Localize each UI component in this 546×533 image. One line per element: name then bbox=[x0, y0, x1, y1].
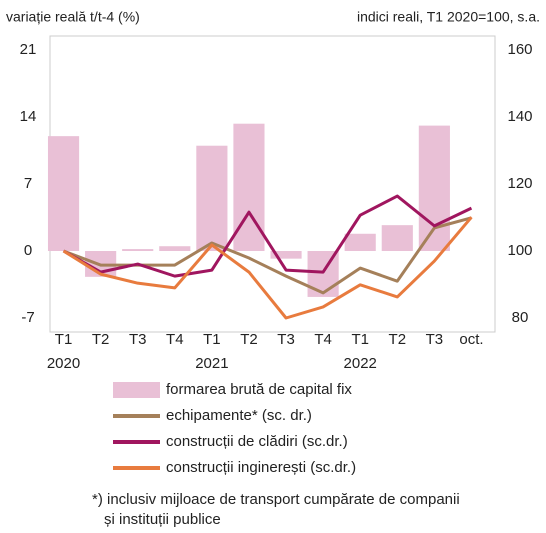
legend-swatch bbox=[113, 382, 160, 398]
bar bbox=[270, 251, 302, 259]
year-label: 2021 bbox=[195, 355, 228, 372]
line bbox=[62, 194, 473, 278]
right-axis-label: indici reali, T1 2020=100, s.a. bbox=[357, 9, 540, 25]
x-tick-label: T4 bbox=[166, 331, 184, 348]
x-tick-label: T3 bbox=[277, 331, 295, 348]
footnote: *) inclusiv mijloace de transport cumpăr… bbox=[92, 491, 460, 508]
year-label: 2022 bbox=[344, 355, 377, 372]
x-tick-label: T2 bbox=[240, 331, 258, 348]
left-axis-label: variație reală t/t-4 (%) bbox=[6, 9, 140, 25]
y2-tick-label: 140 bbox=[507, 108, 532, 125]
x-tick-label: T4 bbox=[314, 331, 332, 348]
legend-label: construcții inginerești (sc.dr.) bbox=[166, 459, 356, 476]
y-tick-label: 21 bbox=[20, 41, 37, 58]
footnote: și instituții publice bbox=[104, 511, 221, 528]
bar bbox=[418, 125, 450, 251]
y2-tick-label: 120 bbox=[507, 175, 532, 192]
x-tick-label: T1 bbox=[351, 331, 369, 348]
year-label: 2020 bbox=[47, 355, 80, 372]
x-tick-label: T3 bbox=[129, 331, 147, 348]
x-tick-label: T1 bbox=[55, 331, 73, 348]
y-tick-label: 14 bbox=[20, 108, 37, 125]
bar bbox=[159, 246, 191, 251]
y2-tick-label: 160 bbox=[507, 41, 532, 58]
x-tick-label: T1 bbox=[203, 331, 221, 348]
x-tick-label: T3 bbox=[426, 331, 444, 348]
legend-label: construcții de clădiri (sc.dr.) bbox=[166, 433, 348, 450]
y2-tick-label: 100 bbox=[507, 242, 532, 259]
x-tick-label: T2 bbox=[92, 331, 110, 348]
bar bbox=[122, 249, 154, 251]
x-tick-label: T2 bbox=[389, 331, 407, 348]
y-tick-label: -7 bbox=[21, 309, 34, 326]
bar bbox=[196, 145, 228, 251]
bar bbox=[344, 233, 376, 251]
legend-label: echipamente* (sc. dr.) bbox=[166, 407, 312, 424]
y-tick-label: 7 bbox=[24, 175, 32, 192]
bar bbox=[381, 225, 413, 251]
x-tick-label: oct. bbox=[459, 331, 483, 348]
legend-label: formarea brută de capital fix bbox=[166, 381, 352, 398]
y-tick-label: 0 bbox=[24, 242, 32, 259]
bar bbox=[47, 136, 80, 251]
line bbox=[62, 216, 473, 320]
y2-tick-label: 80 bbox=[512, 309, 529, 326]
